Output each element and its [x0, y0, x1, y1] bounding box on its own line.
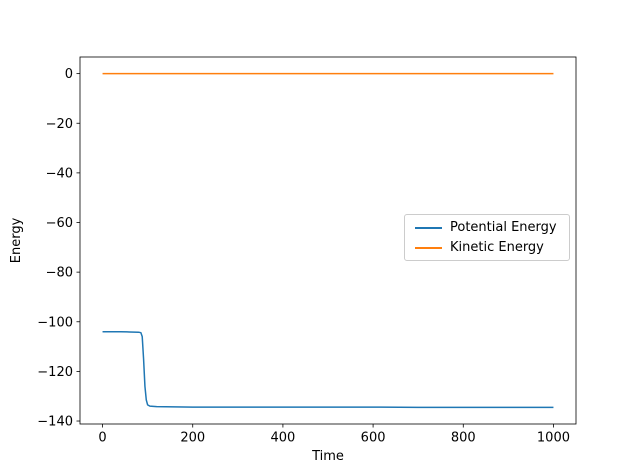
- x-tick-label: 400: [270, 431, 295, 446]
- y-tick-label: −100: [37, 315, 73, 330]
- y-tick-label: −80: [46, 266, 73, 281]
- legend-label-potential-energy: Potential Energy: [450, 220, 557, 235]
- y-axis-label: Energy: [9, 217, 24, 263]
- axes-frame: [79, 56, 577, 425]
- legend-line-kinetic-energy: [415, 246, 442, 249]
- legend: Potential Energy Kinetic Energy: [404, 214, 570, 261]
- legend-item-potential-energy: Potential Energy: [415, 221, 559, 234]
- y-tick-label: −60: [46, 216, 73, 231]
- y-tick-label: −120: [37, 365, 73, 380]
- x-tick-label: 800: [451, 431, 476, 446]
- y-tick-label: −20: [46, 117, 73, 132]
- x-tick-label: 0: [98, 431, 106, 446]
- y-tick-label: −140: [37, 415, 73, 430]
- series-line-potential-energy: [102, 330, 554, 409]
- y-tick-label: 0: [65, 67, 73, 82]
- x-axis-label: Time: [311, 449, 344, 464]
- legend-line-potential-energy: [415, 226, 442, 229]
- legend-item-kinetic-energy: Kinetic Energy: [415, 241, 559, 254]
- legend-label-kinetic-energy: Kinetic Energy: [450, 240, 544, 255]
- y-tick-label: −40: [46, 166, 73, 181]
- x-tick-label: 1000: [537, 431, 570, 446]
- x-tick-label: 600: [361, 431, 386, 446]
- x-tick-label: 200: [180, 431, 205, 446]
